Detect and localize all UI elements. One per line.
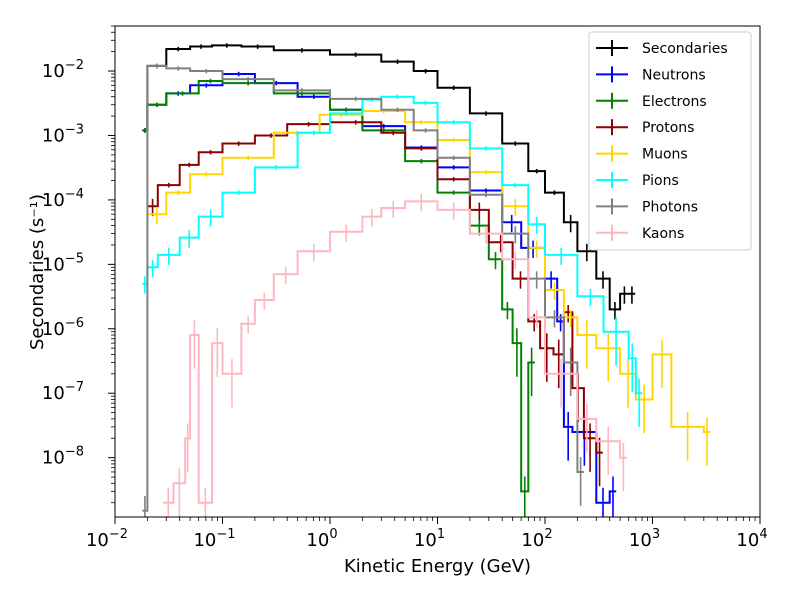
legend-item-photons: Photons [596,198,698,215]
legend-label: Photons [642,199,698,215]
legend-label: Muons [642,147,688,163]
legend-item-kaons: Kaons [596,224,684,242]
series-layer [142,43,711,517]
y-tick-label: 10−3 [42,122,84,146]
legend-item-secondaries: Secondaries [596,40,728,57]
legend-label: Kaons [642,226,684,242]
series-line-secondaries [142,44,636,311]
y-tick-label: 10−7 [42,380,84,404]
series-kaons [163,194,627,517]
series-pions [142,94,643,427]
y-tick-label: 10−4 [42,187,84,211]
y-tick-label: 10−5 [42,251,84,275]
legend-item-neutrons: Neutrons [596,66,706,83]
y-tick-label: 10−2 [42,58,84,82]
y-tick-label: 10−6 [42,316,84,340]
legend-item-electrons: Electrons [596,92,707,110]
series-photons [142,63,584,517]
legend-item-protons: Protons [596,119,694,136]
legend-label: Neutrons [642,67,706,83]
x-axis-label: Kinetic Energy (GeV) [344,556,531,577]
series-line-photons [142,64,584,512]
legend: Secondaries Neutrons Electrons Protons Muons… [588,31,752,251]
legend-label: Pions [642,173,679,189]
y-tick-label: 10−8 [42,445,84,469]
x-tick-label: 10−2 [86,527,128,551]
y-axis-label: Secondaries (s⁻¹) [27,194,48,350]
x-tick-label: 10−1 [193,527,235,551]
y-axis-ticks: 10−8 10−7 10−6 10−5 10−4 10−3 10−2 [42,25,115,504]
legend-item-muons: Muons [596,145,688,163]
series-protons [147,120,603,487]
legend-box [588,31,752,251]
x-axis-ticks: 10−2 10−1 100 101 102 103 104 [86,517,768,551]
legend-label: Electrons [642,94,707,110]
x-tick-label: 100 [306,527,337,551]
legend-item-pions: Pions [596,172,679,189]
legend-label: Secondaries [642,41,728,57]
x-tick-label: 104 [736,527,767,551]
legend-label: Protons [642,120,694,136]
x-tick-label: 101 [414,527,445,551]
x-tick-label: 103 [629,527,660,551]
x-tick-label: 102 [521,527,552,551]
